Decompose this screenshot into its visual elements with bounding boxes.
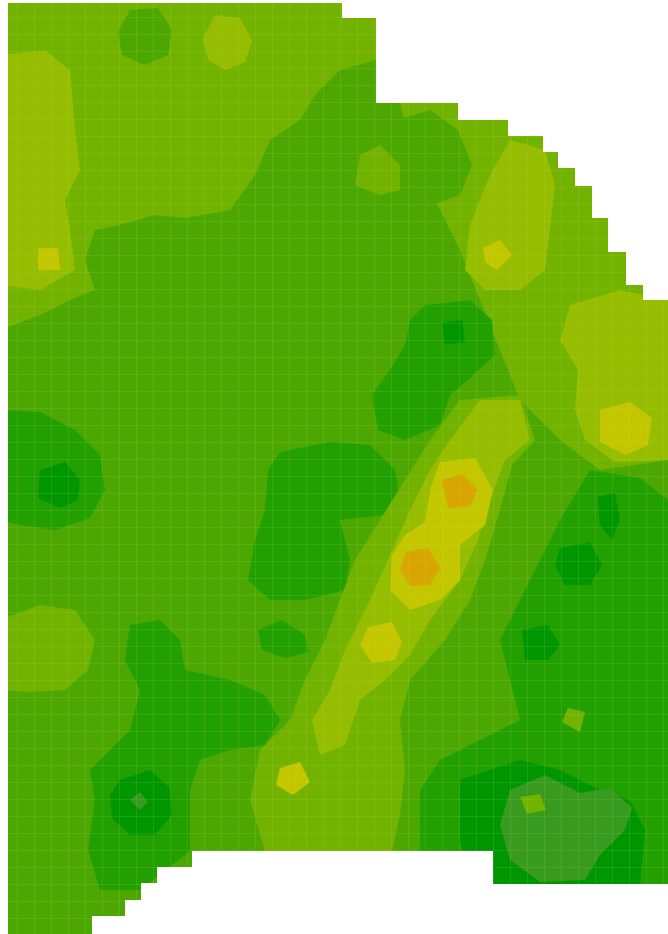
contour-map <box>8 3 668 934</box>
grid-overlay <box>8 3 668 934</box>
